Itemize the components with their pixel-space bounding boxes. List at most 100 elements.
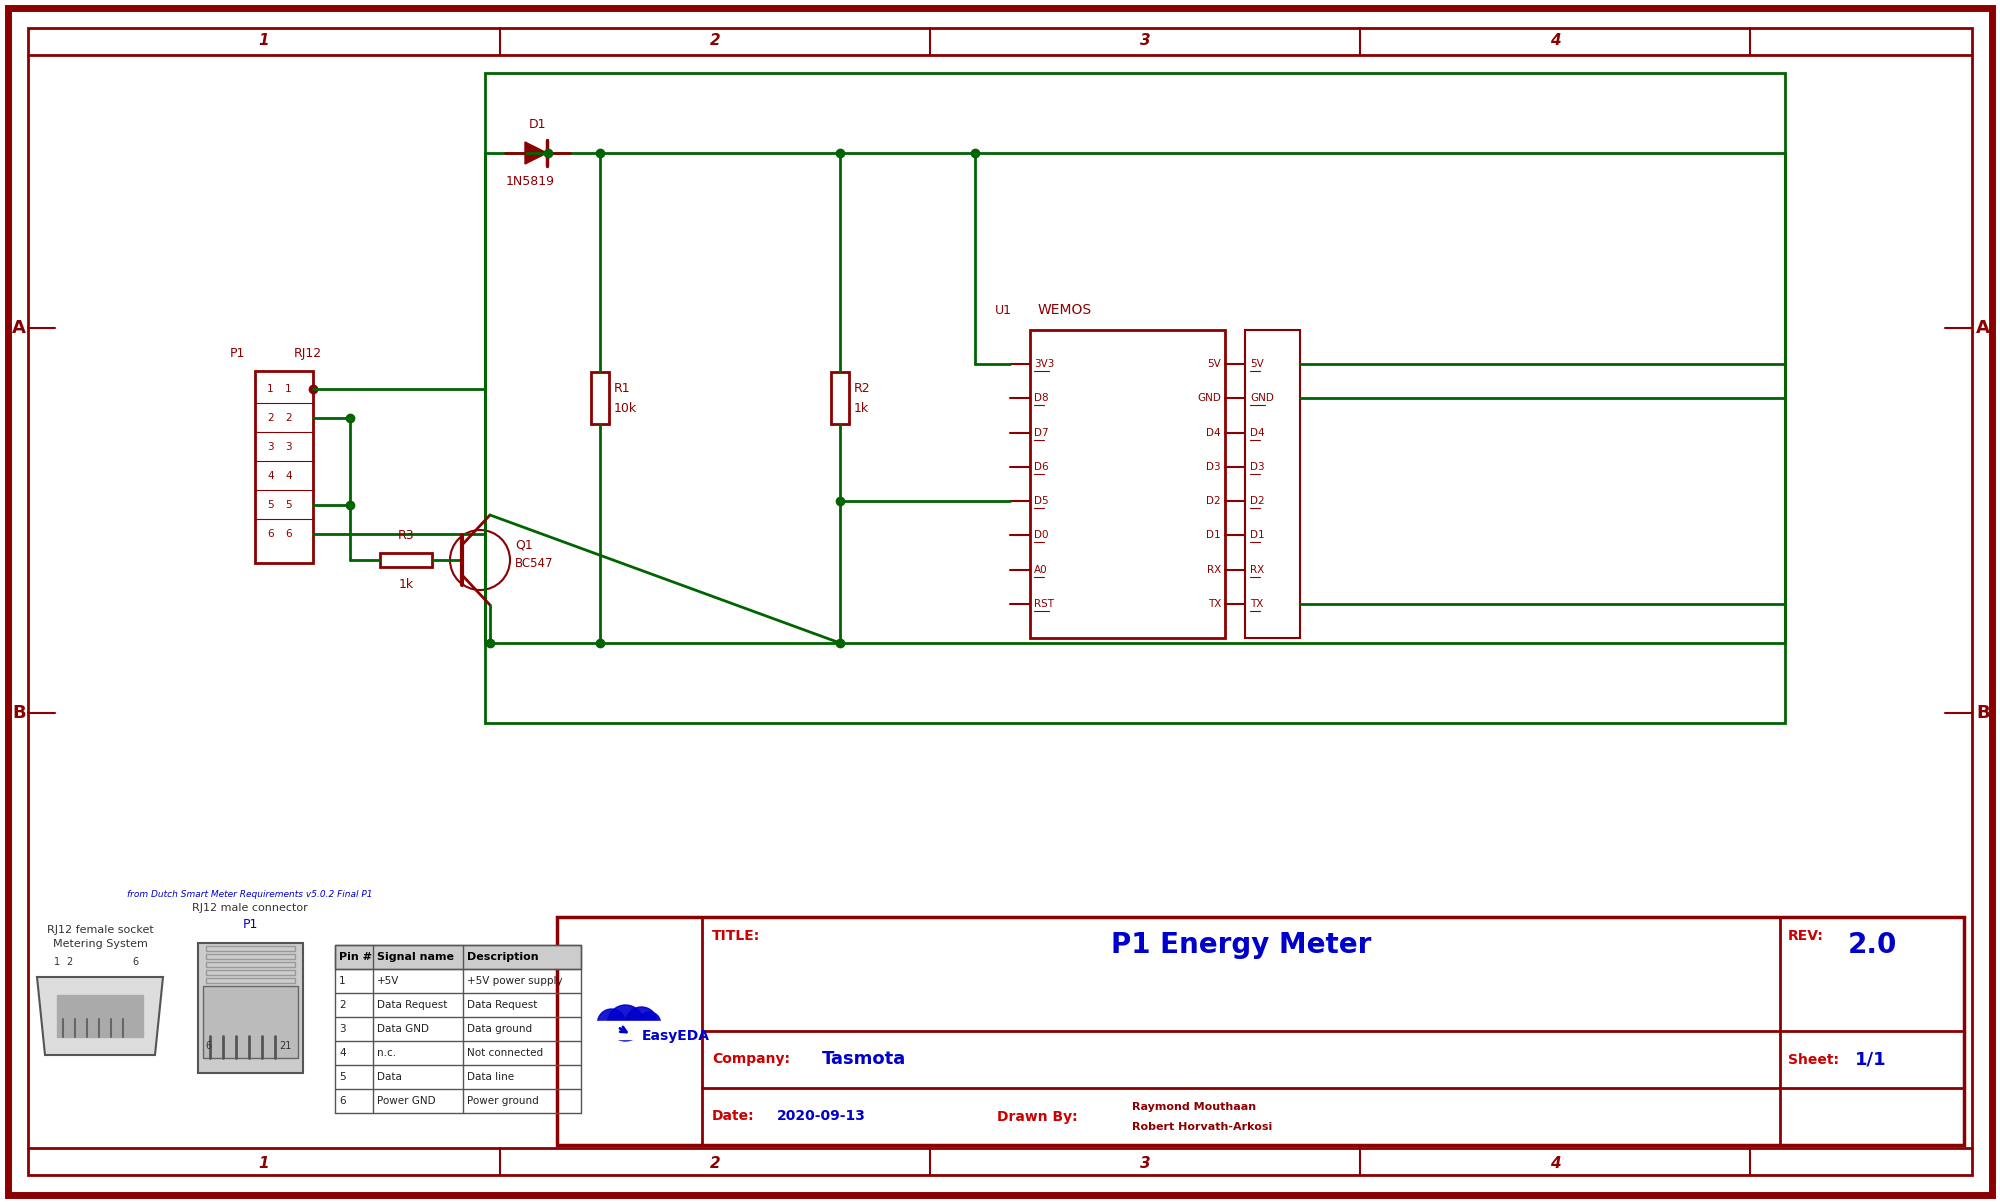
Text: GND: GND [1250,393,1274,403]
Bar [558,917,1964,1145]
Text: RST: RST [1034,599,1054,609]
Text: 3: 3 [268,442,274,452]
Text: Drawn By:: Drawn By: [996,1109,1078,1124]
Text: 3V3: 3V3 [1034,360,1054,369]
Text: RJ12: RJ12 [294,346,322,360]
Text: 6: 6 [268,529,274,539]
Text: D1: D1 [528,118,546,131]
Bar [198,943,304,1073]
Text: P1 Energy Meter: P1 Energy Meter [1110,931,1372,959]
Bar [486,73,1786,723]
Bar [206,962,296,967]
Text: D4: D4 [1206,428,1220,438]
Text: 4: 4 [268,472,274,481]
Text: 3: 3 [1140,32,1150,47]
Text: 3: 3 [286,442,292,452]
Text: D1: D1 [1250,531,1264,540]
Text: TITLE:: TITLE: [712,929,760,943]
Text: 1: 1 [258,1156,270,1171]
Bar [204,986,298,1057]
Text: 2020-09-13: 2020-09-13 [776,1109,866,1124]
Text: RX: RX [1250,564,1264,575]
Text: 2: 2 [340,1000,346,1011]
Text: Data: Data [378,1072,402,1081]
Text: Signal name: Signal name [378,952,454,962]
Text: R2: R2 [854,381,870,395]
Text: WEMOS: WEMOS [1038,303,1092,318]
Circle shape [638,1012,660,1035]
Text: U1: U1 [996,303,1012,316]
Text: B: B [1976,704,1990,722]
Text: Not connected: Not connected [468,1048,544,1057]
Text: D5: D5 [1034,496,1048,506]
Text: D3: D3 [1250,462,1264,472]
Bar [58,995,144,1037]
Text: Tasmota: Tasmota [822,1050,906,1068]
Bar [206,970,296,974]
Text: Data Request: Data Request [378,1000,448,1011]
Text: 2: 2 [268,413,274,423]
Text: D3: D3 [1206,462,1220,472]
Text: Metering System: Metering System [52,940,148,949]
Text: REV:: REV: [1788,929,1824,943]
Bar [832,372,848,423]
Text: from Dutch Smart Meter Requirements v5.0.2 Final P1: from Dutch Smart Meter Requirements v5.0… [128,890,372,899]
Text: RJ12 female socket: RJ12 female socket [46,925,154,935]
Text: 2: 2 [710,1156,720,1171]
Text: 5V: 5V [1250,360,1264,369]
Text: 3: 3 [340,1024,346,1035]
Text: Data GND: Data GND [378,1024,430,1035]
Text: 5: 5 [268,500,274,510]
Text: 6: 6 [286,529,292,539]
Text: 1: 1 [286,384,292,395]
Text: 1N5819: 1N5819 [506,174,554,188]
Text: Q1: Q1 [516,539,532,551]
Text: 10k: 10k [614,402,638,415]
Text: Data line: Data line [468,1072,514,1081]
Text: Pin #: Pin # [340,952,372,962]
Text: Raymond Mouthaan: Raymond Mouthaan [1132,1102,1256,1112]
Text: D0: D0 [1034,531,1048,540]
Text: 6: 6 [132,958,138,967]
Text: R1: R1 [614,381,630,395]
Text: GND: GND [1198,393,1220,403]
Text: A: A [1976,319,1990,337]
Text: 1k: 1k [398,577,414,591]
Text: RJ12 male connector: RJ12 male connector [192,903,308,913]
Text: 1/1: 1/1 [1854,1050,1886,1068]
Bar [256,371,314,563]
Bar [592,372,610,423]
Bar [206,978,296,983]
Text: Data ground: Data ground [468,1024,532,1035]
Bar [380,553,432,567]
Bar [336,946,582,968]
Text: 21: 21 [278,1041,292,1051]
Text: D2: D2 [1206,496,1220,506]
Text: 4: 4 [286,472,292,481]
Text: A0: A0 [1034,564,1048,575]
Text: 1k: 1k [854,402,870,415]
Text: TX: TX [1250,599,1264,609]
Text: Sheet:: Sheet: [1788,1053,1838,1067]
Text: 2: 2 [286,413,292,423]
Bar [206,946,296,952]
Text: Power ground: Power ground [468,1096,538,1106]
Text: 5V: 5V [1208,360,1220,369]
Text: 4: 4 [1550,32,1560,47]
Text: 6: 6 [204,1041,212,1051]
Text: 2: 2 [710,32,720,47]
Polygon shape [38,977,164,1055]
Text: 3: 3 [1140,1156,1150,1171]
Text: D1: D1 [1206,531,1220,540]
Text: 2: 2 [66,958,72,967]
Text: 1: 1 [258,32,270,47]
Text: D6: D6 [1034,462,1048,472]
Text: Data Request: Data Request [468,1000,538,1011]
Bar [1244,330,1300,638]
Text: Power GND: Power GND [378,1096,436,1106]
Text: TX: TX [1208,599,1220,609]
Text: P1: P1 [230,346,246,360]
Text: Robert Horvath-Arkosi: Robert Horvath-Arkosi [1132,1121,1272,1132]
Text: 4: 4 [340,1048,346,1057]
Text: D8: D8 [1034,393,1048,403]
